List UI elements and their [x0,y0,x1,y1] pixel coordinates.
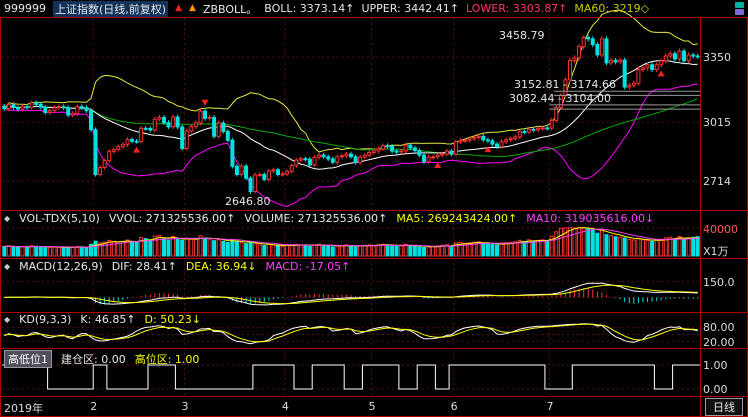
boll-upper-value: UPPER: 3442.41↑ [361,2,459,15]
hl-indicator-name[interactable]: 高低位1 [4,350,52,368]
volume-axis-unit: X1万 [703,245,729,258]
kd-axis-label-bottom: 20.00 [703,336,735,349]
kd-axis-label-top: 80.00 [703,321,735,334]
kd-indicator-name[interactable]: KD(9,3,3) [19,313,72,326]
month-label: 5 [368,400,376,413]
vol-ma5-value: MA5: 269243424.00↑ [396,212,518,225]
separator [0,348,748,349]
collapse-icon[interactable]: ◆ [4,214,11,223]
kd-panel-header: ◆ KD(9,3,3) K: 46.85↑ D: 50.23↓ [4,313,201,326]
d-value: D: 50.23↓ [144,313,201,326]
separator [0,312,748,313]
hl-axis-label-bottom: 0.00 [703,383,728,396]
overlay-indicator-name[interactable]: ZBBOLL。 [202,2,258,16]
macd-indicator-name[interactable]: MACD(12,26,9) [19,260,103,273]
stock-code: 999999 [4,2,46,15]
peak-price-annotation: 3458.79 [499,29,545,42]
month-label: 2019年 [4,402,43,415]
stock-title[interactable]: 上证指数(日线,前复权) [53,0,169,17]
price-label: 2714 [703,175,731,188]
time-axis: 2019年 2 3 4 5 6 7 日线 [0,397,748,417]
vol-ma10-value: MA10: 319035616.00↓ [526,212,655,225]
price-label: 3350 [703,51,731,64]
macd-value: MACD: -17.05↑ [265,260,351,273]
up-arrow-icon: ▲ [175,3,183,13]
month-label: 7 [546,400,554,413]
k-value: K: 46.85↑ [80,313,136,326]
dif-value: DIF: 28.41↑ [111,260,177,273]
window-icons [735,2,744,15]
month-label: 2 [90,400,98,413]
mini-grid-icon[interactable] [735,9,744,15]
month-label: 6 [450,400,458,413]
price-axis-divider [700,17,701,417]
macd-panel-header: ◆ MACD(12,26,9) DIF: 28.41↑ DEA: 36.94↓ … [4,260,350,273]
hl-axis-label-top: 1.00 [703,359,728,372]
up-arrow-icon-2: ▲ [189,3,196,13]
separator [0,258,748,259]
gap-annotation-1: 3152.81 - 3174.66 [514,78,616,91]
mini-chart-icon[interactable] [735,2,744,8]
hl-build-zone-value: 建仓区: 0.00 [61,353,126,366]
vol-panel-header: ◆ VOL-TDX(5,10) VVOL: 271325536.00↑ VOLU… [4,212,654,225]
gap-annotation-2: 3082.44 - 3104.00 [509,92,611,105]
dea-value: DEA: 36.94↓ [185,260,257,273]
price-label: 3015 [703,116,731,129]
boll-mid-value: BOLL: 3373.14↑ [264,2,355,15]
frame-left [0,17,1,417]
collapse-icon[interactable]: ◆ [4,262,11,271]
period-button[interactable]: 日线 [705,398,743,416]
vvol-value: VVOL: 271325536.00↑ [108,212,236,225]
separator [0,17,748,18]
separator [0,396,748,397]
month-label: 4 [281,400,289,413]
month-label: 3 [181,400,189,413]
collapse-icon[interactable]: ◆ [4,315,11,324]
boll-lower-value: LOWER: 3303.87↑ [465,2,568,15]
low-price-annotation: 2646.80 [225,195,271,208]
volume-axis-label: 40000 [703,223,738,236]
volume-value: VOLUME: 271325536.00↑ [244,212,388,225]
vol-indicator-name[interactable]: VOL-TDX(5,10) [19,212,100,225]
separator [0,210,748,211]
hl-high-zone-value: 高位区: 1.00 [134,353,200,366]
hl-panel-header: 高低位1 建仓区: 0.00 高位区: 1.00 [4,350,199,368]
ma60-value: MA60: 3219◇ [574,2,650,15]
macd-axis-label: 150.0 [703,276,735,289]
title-bar: 999999 上证指数(日线,前复权) ▲ ▲ ZBBOLL。 BOLL: 33… [0,0,748,17]
